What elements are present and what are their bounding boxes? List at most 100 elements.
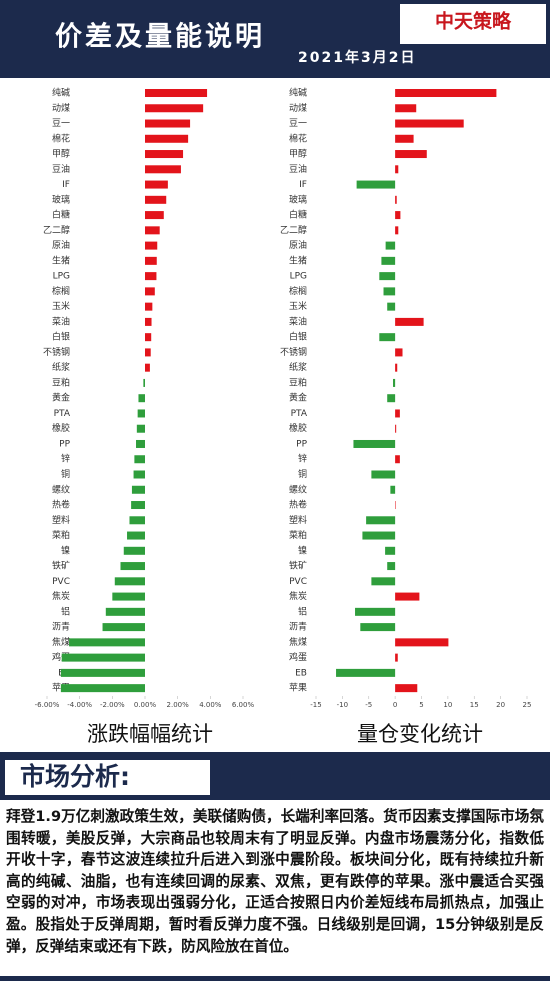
category-label: 铁矿 bbox=[289, 560, 307, 572]
category-label: 锌 bbox=[61, 453, 70, 465]
bar bbox=[353, 439, 396, 448]
category-label: PVC bbox=[289, 577, 307, 587]
category-label: PTA bbox=[291, 409, 308, 419]
category-label: 黄金 bbox=[52, 392, 70, 404]
bar bbox=[133, 470, 145, 479]
bar bbox=[143, 378, 145, 387]
category-label: 纸浆 bbox=[289, 361, 307, 373]
category-label: 锌 bbox=[298, 453, 307, 465]
category-label: 橡胶 bbox=[52, 422, 70, 434]
bar bbox=[60, 668, 146, 677]
bar bbox=[69, 638, 145, 647]
category-label: IF bbox=[299, 180, 307, 190]
category-label: 豆一 bbox=[52, 118, 70, 129]
x-tick-label: -2.00% bbox=[100, 701, 125, 709]
category-label: 塑料 bbox=[289, 514, 307, 526]
bar bbox=[360, 623, 396, 632]
category-label: 橡胶 bbox=[289, 422, 307, 434]
category-label: 白糖 bbox=[52, 209, 70, 221]
x-tick-label: 25 bbox=[523, 701, 532, 709]
category-label: 铜 bbox=[61, 468, 70, 480]
category-label: 玻璃 bbox=[289, 193, 307, 205]
category-label: 豆油 bbox=[52, 163, 70, 175]
category-label: 热卷 bbox=[289, 499, 307, 511]
bar bbox=[385, 546, 396, 555]
bar bbox=[387, 302, 396, 311]
category-label: PVC bbox=[52, 577, 70, 587]
bar bbox=[395, 409, 400, 418]
bar bbox=[395, 348, 403, 357]
chart-title: 涨跌幅幅统计 bbox=[87, 722, 213, 746]
header-title: 价差及量能说明 bbox=[55, 21, 265, 53]
bar bbox=[136, 439, 145, 448]
category-label: 甲醇 bbox=[52, 148, 70, 160]
category-label: 菜油 bbox=[289, 315, 307, 327]
bar bbox=[395, 501, 396, 510]
bar bbox=[395, 317, 424, 326]
category-label: LPG bbox=[290, 272, 307, 282]
bar bbox=[366, 516, 396, 525]
bar bbox=[395, 653, 398, 662]
bar bbox=[145, 150, 184, 159]
bar bbox=[145, 256, 157, 265]
bar bbox=[60, 684, 146, 693]
category-label: EB bbox=[295, 668, 307, 678]
category-label: 螺纹 bbox=[289, 483, 307, 495]
category-label: 乙二醇 bbox=[43, 224, 70, 236]
category-label: 菜粕 bbox=[52, 529, 70, 541]
chart-panel bbox=[0, 78, 550, 752]
category-label: 纸浆 bbox=[52, 361, 70, 373]
category-label: 豆粕 bbox=[52, 376, 70, 388]
category-label: 原油 bbox=[289, 239, 307, 251]
category-label: 动煤 bbox=[52, 102, 70, 114]
x-tick-label: 15 bbox=[470, 701, 479, 709]
bar bbox=[145, 348, 151, 357]
bar bbox=[105, 607, 145, 616]
category-label: PP bbox=[59, 439, 70, 449]
bar bbox=[145, 104, 204, 113]
category-label: 豆粕 bbox=[289, 376, 307, 388]
bar bbox=[395, 226, 399, 235]
bar bbox=[145, 89, 208, 97]
logo: 中天策略 bbox=[435, 10, 512, 33]
category-label: 白银 bbox=[52, 331, 70, 343]
bar bbox=[387, 562, 396, 571]
bar bbox=[145, 180, 168, 189]
bar bbox=[395, 455, 400, 464]
bar bbox=[371, 577, 396, 586]
x-tick-label: 5 bbox=[419, 701, 423, 709]
bar bbox=[395, 211, 401, 220]
category-label: 纯碱 bbox=[289, 87, 307, 99]
chart-title: 量仓变化统计 bbox=[357, 722, 483, 746]
bar bbox=[123, 546, 145, 555]
bar bbox=[145, 287, 155, 296]
x-tick-label: -10 bbox=[337, 701, 348, 709]
bar bbox=[145, 119, 191, 128]
category-label: 焦炭 bbox=[289, 590, 307, 602]
bar bbox=[120, 562, 145, 571]
bar bbox=[127, 531, 145, 540]
bar bbox=[136, 424, 145, 433]
x-tick-label: -15 bbox=[310, 701, 321, 709]
bar bbox=[145, 317, 152, 326]
category-label: 沥青 bbox=[52, 621, 70, 633]
bar bbox=[145, 226, 160, 235]
bar bbox=[355, 607, 396, 616]
x-tick-label: -4.00% bbox=[67, 701, 92, 709]
category-label: 生猪 bbox=[289, 254, 307, 266]
category-label: 沥青 bbox=[289, 621, 307, 633]
bar bbox=[336, 668, 396, 677]
bar bbox=[61, 653, 146, 662]
x-tick-label: 0 bbox=[393, 701, 397, 709]
category-label: 苹果 bbox=[289, 682, 307, 694]
category-label: 甲醇 bbox=[289, 148, 307, 160]
x-tick-label: 10 bbox=[443, 701, 452, 709]
analysis-text: 拜登1.9万亿刺激政策生效，美联储购债，长端利率回落。货币因素支撑国际市场氛围转… bbox=[0, 800, 550, 976]
category-label: 原油 bbox=[52, 239, 70, 251]
x-tick-label: 6.00% bbox=[232, 701, 255, 709]
bar bbox=[131, 501, 145, 510]
category-label: 不锈钢 bbox=[280, 346, 307, 358]
category-label: 螺纹 bbox=[52, 483, 70, 495]
category-label: 鸡蛋 bbox=[289, 651, 307, 663]
